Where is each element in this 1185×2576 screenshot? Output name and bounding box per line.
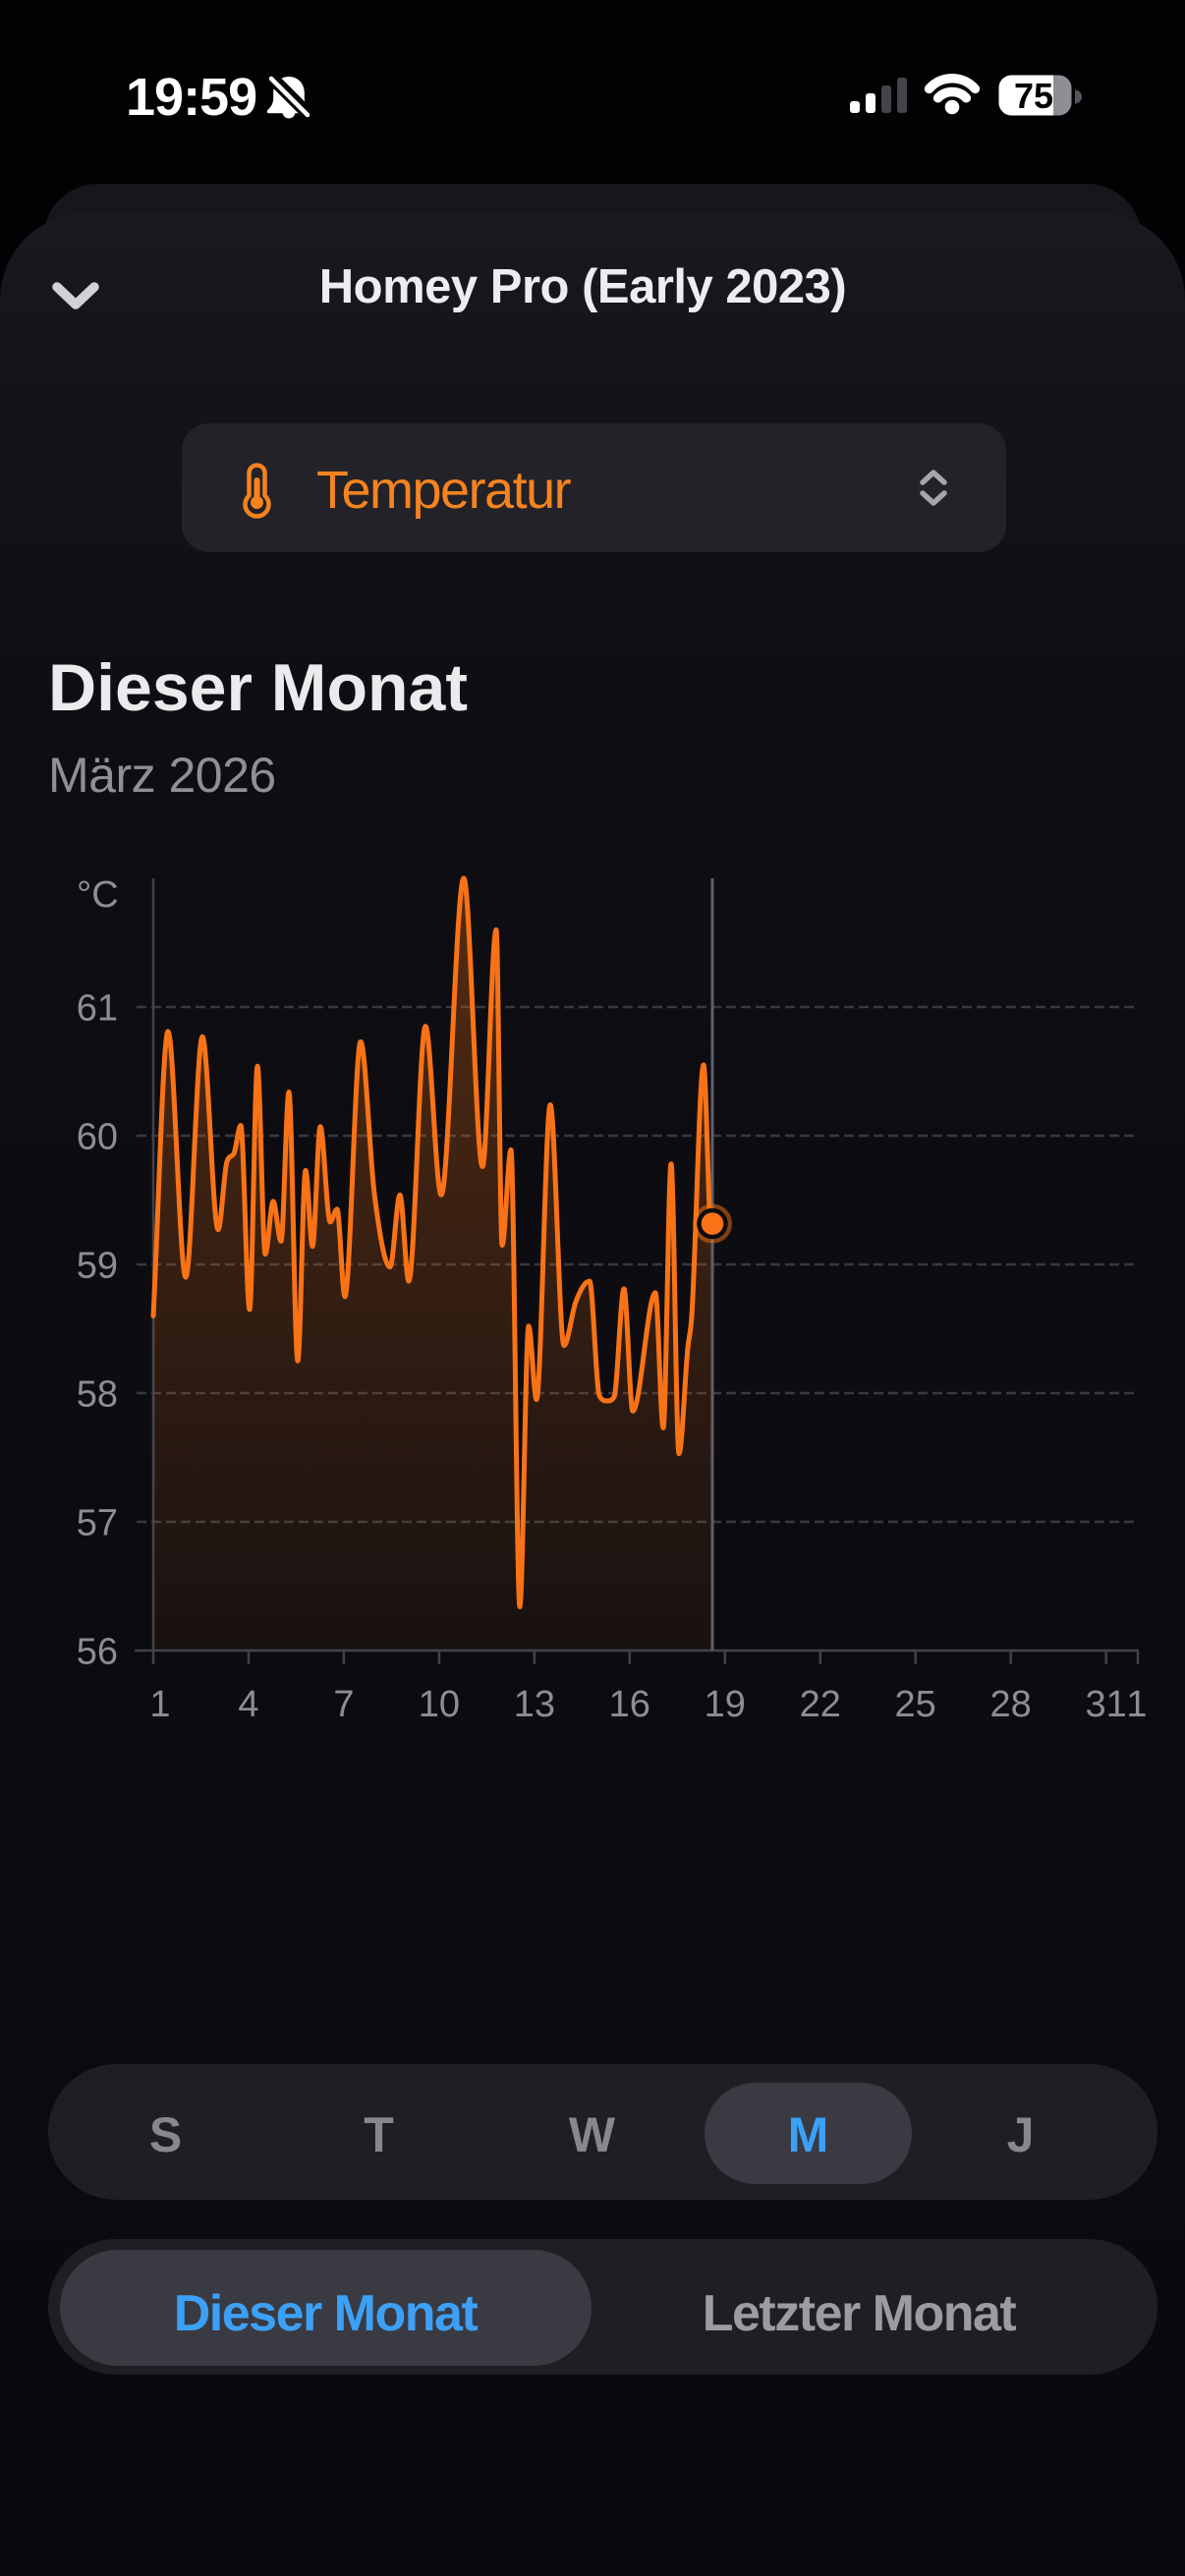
svg-text:7: 7 [333,1684,354,1725]
svg-text:25: 25 [895,1684,936,1725]
svg-text:31: 31 [1086,1684,1127,1725]
svg-text:61: 61 [77,988,118,1030]
svg-text:58: 58 [77,1374,118,1416]
svg-text:Homey Pro (Early 2023): Homey Pro (Early 2023) [319,260,846,313]
svg-text:März 2026: März 2026 [48,748,276,803]
svg-text:1: 1 [149,1684,170,1725]
svg-text:13: 13 [514,1684,555,1725]
svg-text:59: 59 [77,1246,118,1287]
svg-text:°C: °C [77,874,119,916]
svg-text:75: 75 [1014,76,1053,116]
svg-text:Letzter Monat: Letzter Monat [703,2285,1017,2342]
svg-text:Temperatur: Temperatur [316,461,572,520]
svg-text:W: W [569,2107,616,2162]
svg-text:Dieser Monat: Dieser Monat [48,650,468,725]
svg-text:57: 57 [77,1503,118,1544]
svg-text:28: 28 [990,1684,1032,1725]
svg-text:56: 56 [77,1632,118,1673]
svg-text:1: 1 [1126,1684,1147,1725]
svg-text:Dieser Monat: Dieser Monat [174,2285,479,2342]
svg-text:4: 4 [238,1684,258,1725]
svg-text:19:59: 19:59 [126,68,256,127]
svg-text:60: 60 [77,1117,118,1158]
svg-text:S: S [149,2107,181,2162]
svg-text:J: J [1007,2107,1034,2162]
svg-text:22: 22 [800,1684,841,1725]
svg-text:10: 10 [419,1684,460,1725]
svg-text:T: T [364,2107,393,2162]
svg-text:19: 19 [705,1684,746,1725]
svg-text:M: M [788,2107,828,2162]
svg-text:16: 16 [609,1684,650,1725]
